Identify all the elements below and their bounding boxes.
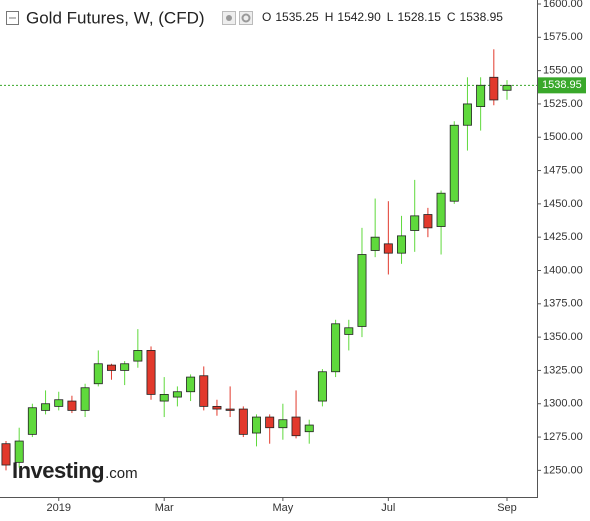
legend-value: 1535.25 [275, 10, 319, 24]
candle-body [14, 440, 24, 463]
candle-body [278, 419, 288, 429]
x-tick-label: May [272, 502, 293, 514]
candle-body [80, 387, 90, 411]
y-tick-label: 1550.00 [543, 65, 583, 77]
y-tick-label: 1250.00 [543, 464, 583, 476]
x-tick-label: 2019 [46, 502, 70, 514]
candle-body [462, 103, 472, 126]
legend-key: O [262, 10, 271, 24]
y-tick-label: 1350.00 [543, 331, 583, 343]
y-tick-label: 1325.00 [543, 364, 583, 376]
candle-body [41, 403, 51, 411]
y-tick-label: 1300.00 [543, 398, 583, 410]
candle-body [344, 327, 354, 335]
candle-body [489, 76, 499, 101]
x-tick-label: Sep [497, 502, 517, 514]
y-tick-label: 1375.00 [543, 298, 583, 310]
y-tick-label: 1275.00 [543, 431, 583, 443]
candle-body [159, 394, 169, 402]
settings-icon[interactable] [239, 11, 253, 25]
candle-body [410, 215, 420, 231]
candle-body [291, 416, 301, 437]
candle-body [93, 363, 103, 385]
legend-key: L [387, 10, 394, 24]
visibility-icon-eye [226, 15, 232, 21]
last-price-badge [538, 77, 586, 94]
watermark: Investing [12, 458, 104, 483]
header: Gold Futures, W, (CFD) O 1535.25 H 1542.90 L… [0, 0, 535, 37]
candle-body [238, 408, 248, 435]
y-tick-label: 1450.00 [543, 198, 583, 210]
candle-body [172, 391, 182, 398]
candle-body [449, 124, 459, 202]
candle-body [476, 84, 486, 107]
y-tick-label: 1525.00 [543, 98, 583, 110]
legend-value: 1538.95 [460, 10, 504, 24]
y-tick-label: 1500.00 [543, 131, 583, 143]
watermark-suffix: .com [105, 465, 138, 482]
candle-body [304, 424, 314, 433]
y-tick-label: 1425.00 [543, 231, 583, 243]
candle-body [331, 323, 341, 373]
candle-body [212, 405, 222, 410]
settings-icon-gear [241, 13, 251, 23]
candle-body [27, 407, 37, 435]
candle-body [357, 254, 367, 327]
candle-body [397, 235, 407, 254]
legend-value: 1542.90 [337, 10, 381, 24]
candle-body [186, 376, 196, 393]
header-box [0, 0, 535, 37]
candle-body [120, 363, 130, 371]
candle-body [383, 243, 393, 254]
candle-body [502, 84, 512, 91]
x-tick-label: Mar [155, 502, 174, 514]
candle-body [252, 416, 261, 434]
chart-title: Gold Futures, W, (CFD) [26, 8, 205, 27]
candle-body [265, 416, 275, 429]
candle-body [436, 192, 446, 227]
candle-body [106, 364, 116, 371]
plot: Investing .com [0, 49, 537, 483]
candle-body [317, 371, 327, 402]
candle-body [67, 400, 77, 411]
candle-body [225, 408, 235, 411]
candle-body [199, 375, 209, 407]
y-tick-label: 1600.00 [543, 0, 583, 10]
candle-body [54, 399, 64, 407]
candle-body [423, 214, 433, 229]
candle-body [1, 443, 11, 466]
legend-key: H [325, 10, 334, 24]
legend-key: C [447, 10, 456, 24]
candle-body [133, 350, 143, 362]
last-price-label: 1538.95 [542, 79, 582, 91]
y-tick-label: 1575.00 [543, 31, 583, 43]
y-tick-label: 1400.00 [543, 264, 583, 276]
x-tick-label: Jul [381, 502, 395, 514]
y-tick-label: 1475.00 [543, 164, 583, 176]
candle-body [146, 350, 156, 395]
candle-body [370, 236, 380, 251]
legend-value: 1528.15 [397, 10, 441, 24]
